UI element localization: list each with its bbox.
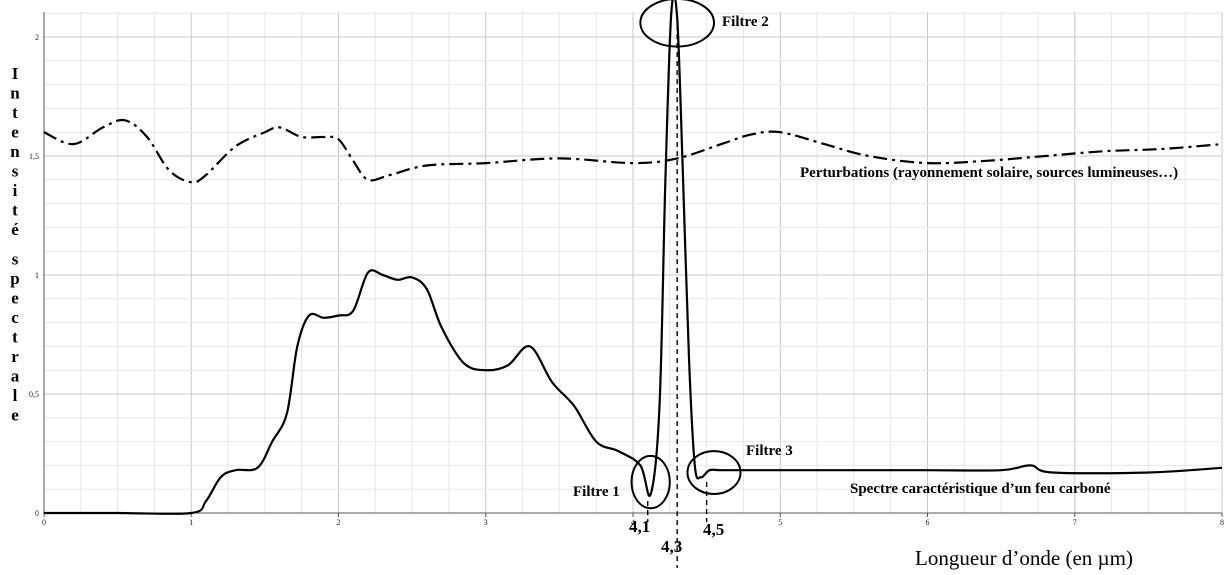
flame-spectrum-series-line [44,0,1223,515]
y-axis-title-letter: c [11,308,19,327]
y-tick-label: 1 [35,271,39,280]
y-axis-title-letter: n [10,142,20,161]
y-tick-label: 0 [35,509,39,518]
y-axis-title-letter: p [10,269,19,288]
y-axis-title-letter: e [11,406,19,425]
perturbation-label: Perturbations (rayonnement solaire, sour… [800,165,1178,181]
wavelength-label: 4,1 [629,517,650,536]
y-axis-title-letter: e [11,289,19,308]
x-tick-label: 6 [926,518,930,527]
x-axis-title: Longueur d’onde (en µm) [915,546,1133,570]
chart-annotations: Filtre 1 Filtre 2 Filtre 3 4,1 4,3 4,5 [573,0,793,568]
x-tick-label: 3 [484,518,488,527]
wavelength-label: 4,5 [703,520,724,539]
y-axis-title-letter: r [11,347,19,366]
y-tick-label: 2 [35,33,39,42]
y-axis-title-letter: s [12,250,19,269]
x-tick-label: 0 [42,518,46,527]
x-tick-label: 5 [778,518,782,527]
y-axis-title-letter: i [13,181,18,200]
y-axis-title-letter: e [11,123,19,142]
filter-label: Filtre 2 [722,14,769,30]
y-axis-title-letter: I [12,64,19,83]
filter-label: Filtre 1 [573,484,620,500]
y-axis-title-letter: é [11,220,19,239]
y-axis-title-letter: n [10,84,20,103]
wavelength-label: 4,3 [661,537,682,556]
chart-series [43,0,1223,515]
y-axis-title-letter: l [13,386,18,405]
chart-grid [43,12,1223,514]
x-tick-label: 4 [631,518,635,527]
y-tick-label: 1,5 [29,152,39,161]
y-axis-title-letter: a [11,367,20,386]
y-axis-title-letter: t [12,328,18,347]
y-axis-title-letter: s [12,162,19,181]
x-tick-label: 7 [1073,518,1077,527]
filter-circle [630,454,671,510]
x-tick-label: 1 [189,518,193,527]
x-tick-label: 2 [337,518,341,527]
y-axis-title-letter: t [12,201,18,220]
y-axis-title-letter: t [12,103,18,122]
x-tick-label: 8 [1220,518,1224,527]
filter-label: Filtre 3 [746,443,793,459]
perturbation-series-line [43,118,1223,184]
chart-tick-labels: 0 1 2 3 4 5 6 7 8 0 0,5 1 1,5 2 [29,33,1224,527]
filter-circle [686,450,742,495]
y-tick-label: 0,5 [29,390,39,399]
spectrum-label: Spectre caractéristique d’un feu carboné [850,481,1111,497]
